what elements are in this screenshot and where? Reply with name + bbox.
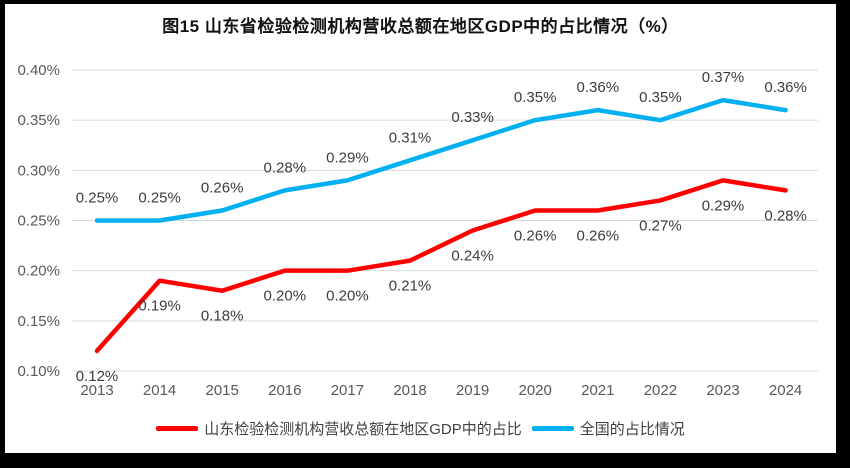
series-line-0 xyxy=(94,178,788,354)
data-label-series-1: 0.26% xyxy=(201,179,244,196)
data-label-series-1: 0.37% xyxy=(702,69,745,86)
x-axis-tick-label: 2021 xyxy=(581,382,614,399)
data-label-series-0: 0.21% xyxy=(389,278,432,295)
x-axis-tick-label: 2019 xyxy=(456,382,489,399)
legend-label-shandong: 山东检验检测机构营收总额在地区GDP中的占比 xyxy=(204,421,522,438)
data-label-series-1: 0.25% xyxy=(138,190,181,207)
data-label-series-0: 0.24% xyxy=(451,248,494,265)
y-axis-tick-label: 0.15% xyxy=(17,313,60,330)
data-label-series-1: 0.28% xyxy=(264,159,307,176)
y-axis-tick-label: 0.25% xyxy=(17,213,60,230)
x-axis-tick-label: 2017 xyxy=(331,382,364,399)
data-label-series-0: 0.19% xyxy=(138,298,181,315)
data-label-series-1: 0.36% xyxy=(577,79,620,96)
data-label-series-1: 0.36% xyxy=(764,79,807,96)
legend-item-shandong: 山东检验检测机构营收总额在地区GDP中的占比 xyxy=(156,418,522,439)
data-label-series-1: 0.35% xyxy=(514,89,557,106)
data-label-series-0: 0.20% xyxy=(264,288,307,305)
data-label-series-1: 0.25% xyxy=(76,190,119,207)
x-axis-tick-label: 2015 xyxy=(206,382,239,399)
legend-swatch-shandong xyxy=(156,426,199,431)
x-axis-tick-label: 2016 xyxy=(268,382,301,399)
x-axis-tick-label: 2018 xyxy=(393,382,426,399)
data-label-series-0: 0.28% xyxy=(764,207,807,224)
data-label-series-0: 0.12% xyxy=(76,368,119,385)
data-label-series-1: 0.35% xyxy=(639,89,682,106)
y-axis-tick-label: 0.20% xyxy=(17,263,60,280)
legend-label-national: 全国的占比情况 xyxy=(579,421,685,438)
x-axis-tick-label: 2013 xyxy=(80,382,113,399)
data-label-series-0: 0.26% xyxy=(577,227,620,244)
data-label-series-1: 0.33% xyxy=(451,109,494,126)
data-label-series-0: 0.20% xyxy=(326,288,369,305)
x-axis-tick-label: 2023 xyxy=(706,382,739,399)
legend-swatch-national xyxy=(531,426,574,431)
x-axis-tick-label: 2020 xyxy=(519,382,552,399)
data-label-series-0: 0.29% xyxy=(702,197,745,214)
chart-panel: 图15 山东省检验检测机构营收总额在地区GDP中的占比情况（%） 0.40% 0.… xyxy=(5,4,836,453)
y-axis-tick-label: 0.10% xyxy=(17,363,60,380)
line-chart: 0.40% 0.35% 0.30% 0.25% 0.20% 0.15% 0.10% 2013 2… xyxy=(17,62,818,399)
x-axis-tick-label: 2024 xyxy=(769,382,802,399)
data-label-series-0: 0.18% xyxy=(201,308,244,325)
chart-legend: 山东检验检测机构营收总额在地区GDP中的占比 全国的占比情况 xyxy=(5,418,836,439)
x-axis-tick-label: 2022 xyxy=(644,382,677,399)
y-axis-tick-label: 0.30% xyxy=(17,162,60,179)
chart-title: 图15 山东省检验检测机构营收总额在地区GDP中的占比情况（%） xyxy=(162,17,679,36)
series-line-1 xyxy=(94,97,788,223)
y-axis-tick-label: 0.40% xyxy=(17,62,60,79)
data-label-series-1: 0.31% xyxy=(389,129,432,146)
x-axis-tick-label: 2014 xyxy=(143,382,176,399)
y-axis-tick-label: 0.35% xyxy=(17,112,60,129)
data-label-series-0: 0.27% xyxy=(639,217,682,234)
data-label-series-1: 0.29% xyxy=(326,149,369,166)
data-label-series-0: 0.26% xyxy=(514,227,557,244)
legend-item-national: 全国的占比情况 xyxy=(531,418,685,439)
